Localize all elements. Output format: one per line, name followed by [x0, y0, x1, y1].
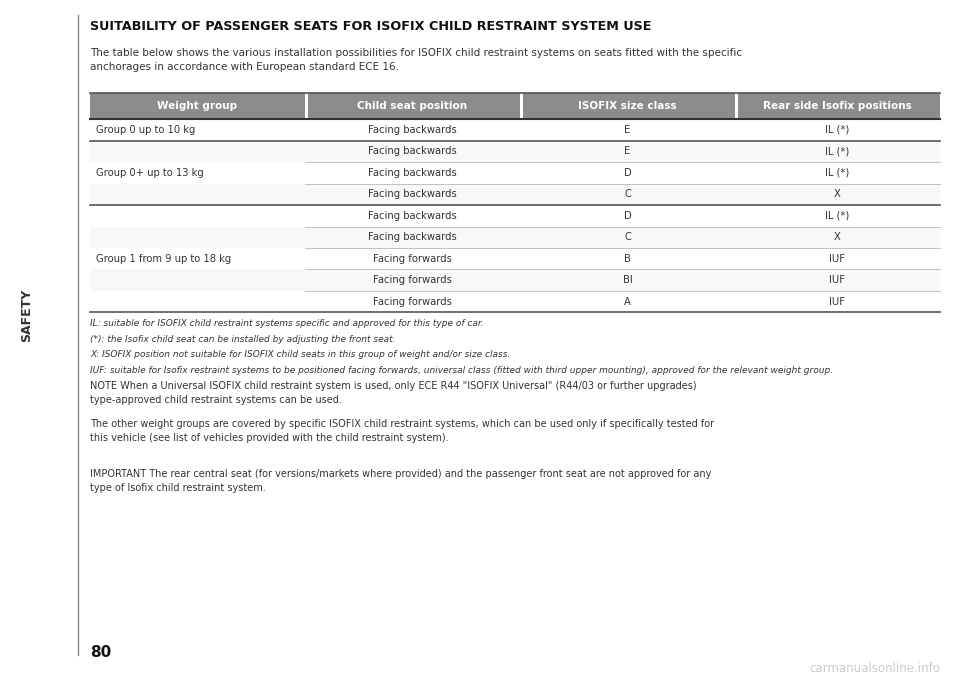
Text: SAFETY: SAFETY	[20, 289, 33, 342]
Text: X: X	[834, 189, 841, 199]
Text: The table below shows the various installation possibilities for ISOFIX child re: The table below shows the various instal…	[90, 48, 742, 72]
Text: carmanualsonline.info: carmanualsonline.info	[809, 662, 940, 675]
Text: NOTE When a Universal ISOFIX child restraint system is used, only ECE R44 "ISOFI: NOTE When a Universal ISOFIX child restr…	[90, 381, 697, 405]
Text: SUITABILITY OF PASSENGER SEATS FOR ISOFIX CHILD RESTRAINT SYSTEM USE: SUITABILITY OF PASSENGER SEATS FOR ISOFI…	[90, 20, 652, 33]
Text: C: C	[624, 189, 631, 199]
Text: D: D	[624, 211, 632, 221]
Text: X: X	[834, 233, 841, 242]
Text: Rear side Isofix positions: Rear side Isofix positions	[763, 101, 912, 111]
Text: Facing forwards: Facing forwards	[373, 297, 452, 307]
Text: Group 1 from 9 up to 18 kg: Group 1 from 9 up to 18 kg	[96, 254, 231, 263]
Text: IL: suitable for ISOFIX child restraint systems specific and approved for this t: IL: suitable for ISOFIX child restraint …	[90, 320, 484, 329]
Text: IUF: IUF	[829, 254, 846, 263]
Text: Facing backwards: Facing backwards	[368, 146, 457, 156]
Text: Facing forwards: Facing forwards	[373, 254, 452, 263]
Text: ISOFIX size class: ISOFIX size class	[578, 101, 677, 111]
Text: A: A	[624, 297, 631, 307]
Text: Weight group: Weight group	[157, 101, 237, 111]
Text: X: ISOFIX position not suitable for ISOFIX child seats in this group of weight a: X: ISOFIX position not suitable for ISOF…	[90, 351, 511, 359]
Text: Facing backwards: Facing backwards	[368, 189, 457, 199]
Text: (*): the Isofix child seat can be installed by adjusting the front seat.: (*): the Isofix child seat can be instal…	[90, 335, 396, 344]
Text: Facing forwards: Facing forwards	[373, 275, 452, 285]
Text: B: B	[624, 254, 631, 263]
Text: E: E	[624, 146, 631, 156]
Text: IL (*): IL (*)	[826, 146, 850, 156]
Text: Group 0+ up to 13 kg: Group 0+ up to 13 kg	[96, 168, 204, 178]
Text: IL (*): IL (*)	[826, 125, 850, 134]
Text: Facing backwards: Facing backwards	[368, 233, 457, 242]
Text: Group 0 up to 10 kg: Group 0 up to 10 kg	[96, 125, 195, 134]
Text: Facing backwards: Facing backwards	[368, 211, 457, 221]
Text: IL (*): IL (*)	[826, 168, 850, 178]
Text: IMPORTANT The rear central seat (for versions/markets where provided) and the pa: IMPORTANT The rear central seat (for ver…	[90, 469, 711, 493]
Text: C: C	[624, 233, 631, 242]
Text: Child seat position: Child seat position	[357, 101, 468, 111]
Text: IUF: IUF	[829, 275, 846, 285]
Text: IUF: suitable for Isofix restraint systems to be positioned facing forwards, uni: IUF: suitable for Isofix restraint syste…	[90, 366, 833, 375]
Text: BI: BI	[623, 275, 633, 285]
Text: E: E	[624, 125, 631, 134]
Text: The other weight groups are covered by specific ISOFIX child restraint systems, : The other weight groups are covered by s…	[90, 420, 714, 444]
Text: Facing backwards: Facing backwards	[368, 168, 457, 178]
Text: Facing backwards: Facing backwards	[368, 125, 457, 134]
Text: IL (*): IL (*)	[826, 211, 850, 221]
Text: D: D	[624, 168, 632, 178]
Text: IUF: IUF	[829, 297, 846, 307]
Text: 80: 80	[90, 645, 111, 660]
